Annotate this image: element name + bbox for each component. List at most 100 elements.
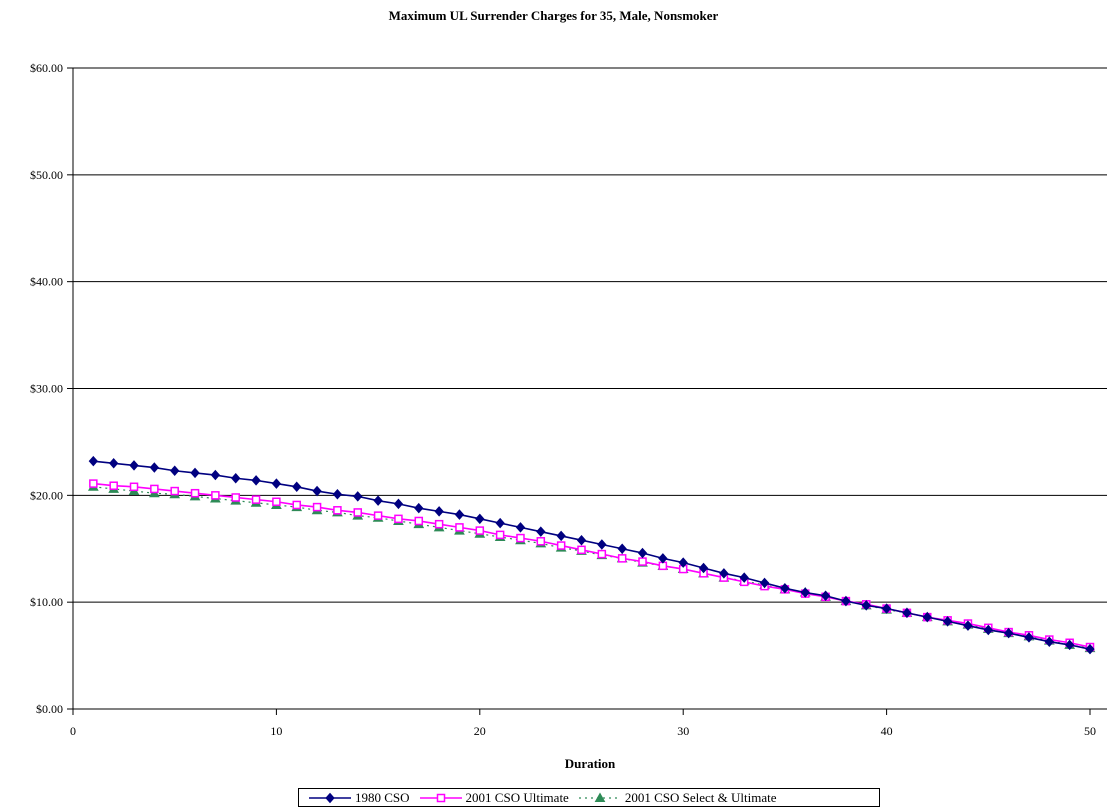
data-point [1003, 627, 1014, 639]
data-point [638, 557, 647, 566]
data-point [841, 595, 851, 607]
data-point [109, 481, 118, 490]
data-point [922, 611, 932, 623]
series-2 [87, 481, 1096, 653]
data-point [150, 484, 159, 494]
chart-title: Maximum UL Surrender Charges for 35, Mal… [388, 8, 719, 23]
data-point [373, 511, 383, 520]
series-line [93, 460, 1091, 650]
data-point [88, 455, 99, 467]
data-point [698, 562, 709, 574]
data-point [312, 502, 322, 512]
y-tick-label: $0.00 [36, 702, 63, 716]
data-point [373, 495, 383, 506]
data-point [759, 577, 770, 589]
data-point [109, 458, 119, 469]
data-point [89, 479, 98, 488]
data-point [983, 624, 993, 636]
data-point [637, 547, 648, 559]
data-point [597, 539, 607, 550]
legend-swatch [578, 791, 621, 802]
data-point [292, 481, 302, 493]
data-point [475, 513, 485, 525]
data-point [475, 526, 485, 535]
legend-item: 1980 CSO [307, 790, 410, 806]
data-point [211, 491, 220, 500]
data-point [556, 541, 566, 550]
data-point [149, 462, 160, 473]
data-point [1024, 632, 1034, 643]
legend-swatch [419, 793, 462, 802]
series-lines [87, 455, 1096, 655]
data-point [780, 583, 790, 594]
legend: 1980 CSO 2001 CSO Ultimate 2001 CSO Select… [298, 788, 880, 807]
data-point [333, 506, 342, 515]
series-line [93, 482, 1091, 648]
data-point [231, 472, 241, 484]
y-tick-label: $20.00 [30, 488, 63, 502]
data-point [719, 568, 729, 579]
legend-label: 2001 CSO Ultimate [465, 789, 569, 805]
series-line [93, 486, 1091, 649]
y-tick-label: $10.00 [30, 595, 63, 609]
legend-label: 1980 CSO [355, 789, 410, 805]
series-0 [88, 455, 1095, 655]
data-point [434, 519, 444, 529]
x-tick-label: 0 [70, 724, 76, 738]
data-point [576, 534, 587, 546]
data-point [353, 508, 363, 517]
data-point [271, 478, 282, 489]
data-point [190, 488, 200, 498]
data-point [455, 523, 464, 532]
data-point [414, 502, 424, 514]
x-tick-label: 50 [1084, 724, 1096, 738]
data-point [312, 485, 322, 497]
data-point [594, 791, 606, 802]
data-point [495, 517, 505, 529]
data-point [495, 530, 505, 540]
data-point [881, 603, 892, 614]
data-point [170, 465, 180, 477]
data-point [1044, 636, 1054, 647]
data-point [1064, 639, 1075, 651]
data-point [129, 460, 139, 471]
data-point [272, 497, 281, 506]
data-point [393, 498, 404, 510]
data-point [617, 543, 627, 555]
data-point [251, 475, 261, 486]
data-point [902, 607, 912, 619]
gridlines [73, 67, 1107, 603]
x-tick-label: 20 [474, 724, 486, 738]
data-point [739, 572, 749, 583]
legend-label: 2001 CSO Select & Ultimate [624, 789, 777, 805]
data-point [434, 506, 444, 517]
data-point [170, 486, 179, 496]
data-point [942, 616, 953, 627]
axes: $0.00 $10.00 $20.00 $30.00 $40.00 $50.00 $60.0… [30, 61, 1107, 738]
data-point [292, 500, 301, 510]
legend-item: 2001 CSO Ultimate [418, 790, 569, 806]
legend-swatch [309, 792, 351, 803]
x-tick-label: 10 [270, 724, 282, 738]
data-point [516, 533, 525, 543]
x-axis-label: Duration [564, 756, 616, 771]
y-tick-label: $60.00 [30, 61, 63, 75]
data-point [820, 590, 831, 602]
data-point [394, 514, 403, 524]
data-point [210, 469, 221, 481]
data-point [454, 509, 465, 520]
data-point [963, 620, 973, 631]
data-point [658, 553, 668, 564]
data-point [597, 549, 607, 559]
data-point [515, 522, 526, 533]
y-tick-label: $50.00 [30, 168, 63, 182]
legend-item: 2001 CSO Select & Ultimate [577, 789, 777, 806]
data-point [536, 537, 546, 546]
data-point [577, 545, 586, 555]
data-point [800, 587, 810, 598]
data-point [332, 489, 343, 500]
data-point [231, 493, 240, 502]
y-tick-label: $40.00 [30, 275, 63, 289]
data-point [556, 530, 566, 542]
